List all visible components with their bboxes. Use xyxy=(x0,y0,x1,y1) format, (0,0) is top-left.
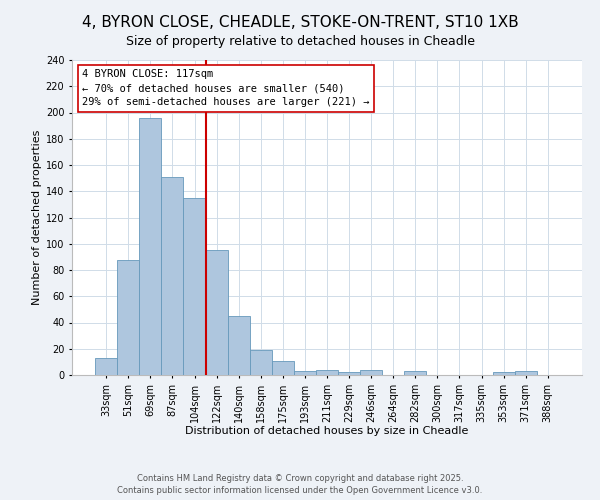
Bar xyxy=(250,350,272,375)
Bar xyxy=(515,371,537,375)
Bar xyxy=(316,370,338,375)
Bar xyxy=(272,360,294,375)
Bar xyxy=(95,358,117,375)
Bar xyxy=(117,260,139,375)
Text: Size of property relative to detached houses in Cheadle: Size of property relative to detached ho… xyxy=(125,35,475,48)
Text: 4, BYRON CLOSE, CHEADLE, STOKE-ON-TRENT, ST10 1XB: 4, BYRON CLOSE, CHEADLE, STOKE-ON-TRENT,… xyxy=(82,15,518,30)
Bar xyxy=(360,370,382,375)
Bar xyxy=(139,118,161,375)
Bar xyxy=(338,372,360,375)
Y-axis label: Number of detached properties: Number of detached properties xyxy=(32,130,41,305)
Bar xyxy=(404,371,427,375)
Text: 4 BYRON CLOSE: 117sqm
← 70% of detached houses are smaller (540)
29% of semi-det: 4 BYRON CLOSE: 117sqm ← 70% of detached … xyxy=(82,70,370,108)
Text: Contains HM Land Registry data © Crown copyright and database right 2025.
Contai: Contains HM Land Registry data © Crown c… xyxy=(118,474,482,495)
Bar xyxy=(294,371,316,375)
Bar xyxy=(161,177,184,375)
Bar xyxy=(493,372,515,375)
Bar xyxy=(227,316,250,375)
Bar xyxy=(184,198,206,375)
Bar xyxy=(206,250,227,375)
X-axis label: Distribution of detached houses by size in Cheadle: Distribution of detached houses by size … xyxy=(185,426,469,436)
